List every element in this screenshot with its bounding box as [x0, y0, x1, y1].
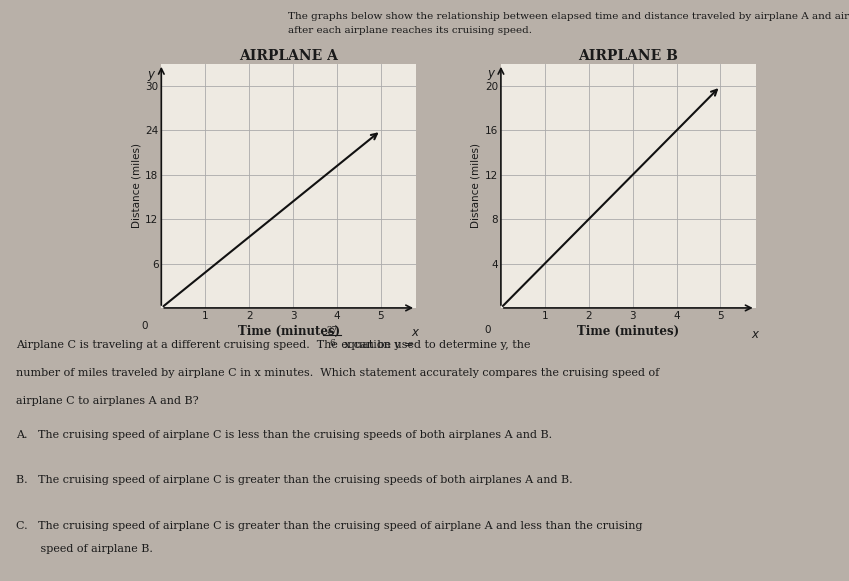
Text: B.   The cruising speed of airplane C is greater than the cruising speeds of bot: B. The cruising speed of airplane C is g… [16, 475, 573, 485]
Text: number of miles traveled by airplane C in x minutes.  Which statement accurately: number of miles traveled by airplane C i… [16, 368, 660, 378]
Text: A.   The cruising speed of airplane C is less than the cruising speeds of both a: A. The cruising speed of airplane C is l… [16, 430, 553, 440]
Text: C.   The cruising speed of airplane C is greater than the cruising speed of airp: C. The cruising speed of airplane C is g… [16, 521, 643, 530]
Text: airplane C to airplanes A and B?: airplane C to airplanes A and B? [16, 396, 200, 406]
Text: speed of airplane B.: speed of airplane B. [16, 544, 154, 554]
X-axis label: Time (minutes): Time (minutes) [238, 325, 340, 338]
X-axis label: Time (minutes): Time (minutes) [577, 325, 679, 338]
Text: after each airplane reaches its cruising speed.: after each airplane reaches its cruising… [288, 26, 532, 35]
Y-axis label: Distance (miles): Distance (miles) [470, 144, 481, 228]
Text: Airplane C is traveling at a different cruising speed.  The equation y =: Airplane C is traveling at a different c… [16, 340, 418, 350]
Text: 6: 6 [329, 339, 335, 348]
Text: 27: 27 [326, 327, 338, 335]
Text: 0: 0 [142, 321, 148, 331]
Text: The graphs below show the relationship between elapsed time and distance travele: The graphs below show the relationship b… [288, 12, 849, 20]
Text: x can be used to determine y, the: x can be used to determine y, the [345, 340, 531, 350]
Text: 0: 0 [485, 325, 491, 335]
Text: x: x [751, 328, 758, 341]
Text: y: y [147, 67, 154, 81]
Text: x: x [412, 327, 419, 339]
Text: y: y [487, 67, 495, 80]
Title: AIRPLANE B: AIRPLANE B [578, 49, 678, 63]
Y-axis label: Distance (miles): Distance (miles) [131, 144, 141, 228]
Title: AIRPLANE A: AIRPLANE A [239, 49, 338, 63]
